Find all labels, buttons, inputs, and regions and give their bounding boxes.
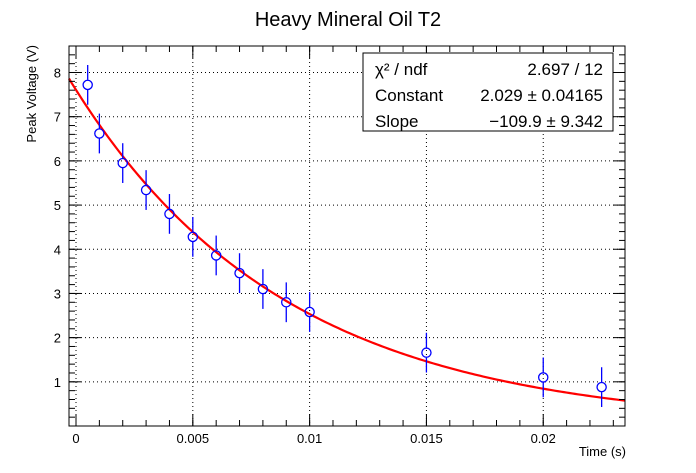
- point-marker: [140, 184, 152, 196]
- point-marker: [596, 381, 607, 393]
- point-marker: [257, 283, 269, 295]
- point-marker: [117, 157, 128, 169]
- y-tick-label: 5: [54, 198, 61, 213]
- y-axis-label: Peak Voltage (V): [24, 45, 39, 143]
- data-point: [82, 65, 93, 105]
- data-point: [596, 367, 607, 407]
- stats-value: 2.697 / 12: [527, 60, 603, 79]
- stats-label: χ² / ndf: [375, 60, 428, 79]
- point-marker: [210, 250, 222, 261]
- point-marker: [187, 231, 199, 243]
- axes: 0 0.005 0.01 0.015 0.02 1 2 3 4 5 6 7 8: [54, 45, 626, 446]
- point-marker: [234, 267, 245, 279]
- data-point: [187, 217, 199, 257]
- data-point: [257, 269, 269, 309]
- data-point: [234, 253, 245, 293]
- chart-title: Heavy Mineral Oil T2: [255, 9, 441, 31]
- data-point: [164, 194, 175, 234]
- x-tick-label: 0.01: [297, 431, 322, 446]
- plot-frame: [68, 45, 626, 427]
- stats-box: χ² / ndf 2.697 / 12 Constant 2.029 ± 0.0416…: [362, 52, 614, 132]
- x-tick-label: 0.005: [177, 431, 210, 446]
- point-marker: [82, 79, 93, 91]
- data-point: [94, 113, 105, 154]
- stats-label: Slope: [375, 112, 418, 131]
- stats-label: Constant: [375, 86, 443, 105]
- data-point: [210, 235, 222, 276]
- stats-value: −109.9 ± 9.342: [489, 112, 603, 131]
- data-point: [117, 143, 128, 183]
- point-marker: [421, 347, 432, 358]
- y-tick-label: 3: [54, 286, 61, 301]
- point-marker: [94, 128, 105, 139]
- data-point: [537, 357, 549, 398]
- stats-value: 2.029 ± 0.04165: [480, 86, 603, 105]
- data-point: [281, 282, 292, 323]
- y-tick-label: 1: [54, 375, 61, 390]
- y-tick-label: 4: [54, 242, 61, 257]
- x-tick-label: 0: [72, 431, 79, 446]
- x-tick-label: 0.015: [410, 431, 443, 446]
- point-marker: [537, 372, 549, 383]
- y-tick-label: 7: [54, 110, 61, 125]
- x-axis-label: Time (s): [579, 444, 626, 459]
- y-tick-label: 8: [54, 66, 61, 81]
- data-point: [304, 292, 315, 332]
- point-marker: [164, 208, 175, 220]
- data-point: [140, 170, 152, 210]
- point-marker: [304, 306, 315, 318]
- fit-curve: [68, 78, 626, 402]
- data-points: [82, 65, 607, 407]
- fit-curve-group: [68, 78, 626, 402]
- stats-box-frame: [362, 52, 614, 132]
- data-point: [421, 332, 432, 373]
- y-tick-label: 6: [54, 154, 61, 169]
- y-tick-label: 2: [54, 331, 61, 346]
- point-marker: [281, 297, 292, 308]
- x-tick-label: 0.02: [531, 431, 556, 446]
